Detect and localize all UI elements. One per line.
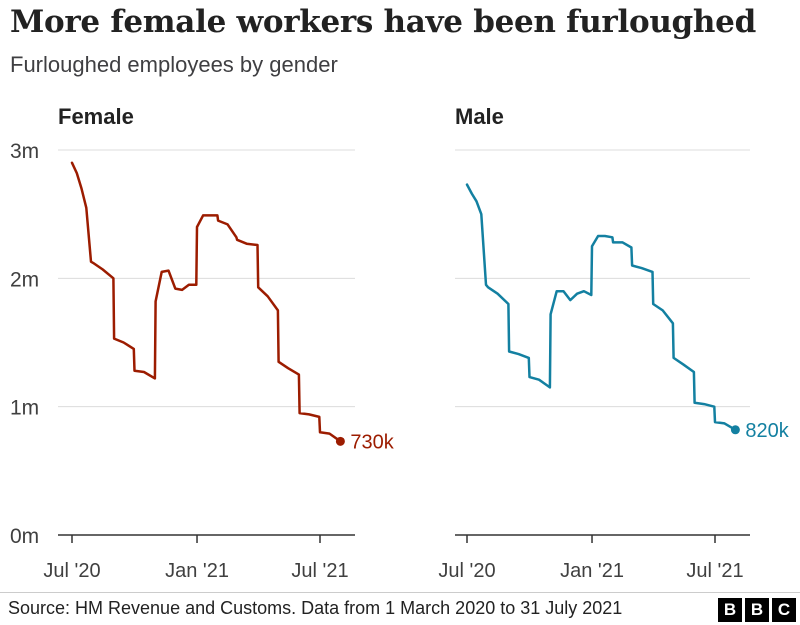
y-tick-label-1: 1m	[10, 397, 39, 420]
source-note: Source: HM Revenue and Customs. Data fro…	[8, 598, 623, 618]
footer-divider	[0, 592, 800, 593]
x-tick-label-male-1: Jan '21	[560, 560, 624, 582]
x-tick-label-male-0: Jul '20	[438, 560, 495, 582]
end-label-male: 820k	[745, 420, 789, 442]
furlough-small-multiples-chart: Jul '20 Jan '21 Jul '21 Female 730k Jul '20 Ja…	[10, 104, 790, 582]
x-tick-label-female-0: Jul '20	[43, 560, 100, 582]
chart-subtitle: Furloughed employees by gender	[10, 52, 338, 77]
x-tick-label-male-2: Jul '21	[686, 560, 743, 582]
end-point-male	[730, 425, 740, 435]
series-line-male	[465, 183, 737, 432]
end-point-female	[335, 436, 345, 446]
panel-label-female: Female	[58, 104, 134, 129]
chart-title: More female workers have been furloughed	[10, 4, 756, 40]
y-tick-label-3: 3m	[10, 140, 39, 163]
y-tick-label-2: 2m	[10, 268, 39, 291]
y-tick-label-0: 0m	[10, 525, 39, 548]
end-label-female: 730k	[350, 431, 394, 453]
panel-label-male: Male	[455, 104, 504, 129]
series-line-female	[70, 161, 342, 443]
x-tick-label-female-2: Jul '21	[291, 560, 348, 582]
x-tick-label-female-1: Jan '21	[165, 560, 229, 582]
